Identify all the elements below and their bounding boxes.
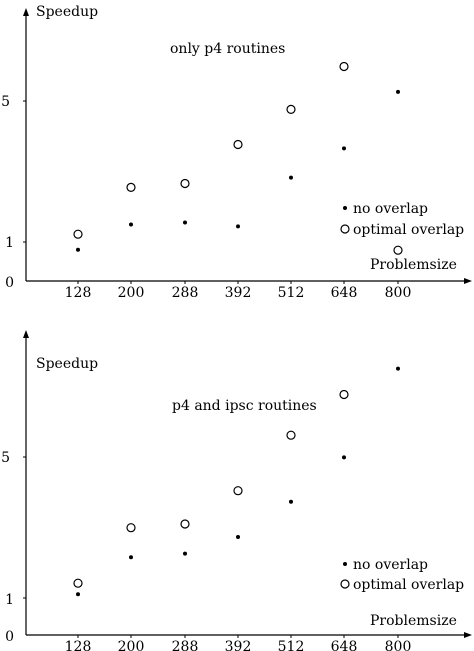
- x-tick-label: 128: [65, 285, 92, 301]
- y-tick-label-0: 0: [5, 275, 14, 291]
- point-optimal-overlap: [180, 519, 190, 529]
- x-tick-label: 800: [385, 285, 412, 301]
- x-ticks-2: 128 200 288 392 512 648 800: [65, 635, 412, 651]
- point-optimal-overlap: [286, 430, 296, 440]
- point-no-overlap: [183, 220, 187, 225]
- point-optimal-overlap: [233, 486, 243, 496]
- point-optimal-overlap: [180, 178, 190, 189]
- x-tick-label: 200: [118, 639, 145, 651]
- point-no-overlap: [76, 592, 80, 597]
- legend-circle-marker: [340, 224, 350, 234]
- x-tick-label: 288: [172, 639, 199, 651]
- data-marks-2: [73, 245, 403, 597]
- point-optimal-overlap: [339, 389, 349, 400]
- point-no-overlap: [289, 499, 293, 504]
- point-no-overlap: [289, 175, 293, 180]
- y-axis-label-2: Speedup: [36, 356, 98, 372]
- x-axis-label-1: Problemsize: [370, 257, 457, 273]
- x-ticks-1: 128 200 288 392 512 648 800: [65, 281, 412, 301]
- point-optimal-overlap: [393, 245, 403, 255]
- x-tick-label: 512: [278, 285, 305, 301]
- point-optimal-overlap: [126, 523, 136, 533]
- legend-label-no-overlap: no overlap: [353, 557, 428, 573]
- legend-1: no overlap optimal overlap: [340, 201, 464, 238]
- x-tick-label: 392: [225, 285, 252, 301]
- legend-label-optimal-overlap: optimal overlap: [353, 222, 464, 238]
- y-tick-label-1: 1: [5, 235, 14, 251]
- legend-label-optimal-overlap: optimal overlap: [353, 577, 464, 593]
- point-no-overlap: [129, 555, 133, 560]
- y-ticks-1: 0 1 5: [1, 94, 26, 291]
- point-no-overlap: [342, 146, 346, 151]
- chart-title-2: p4 and ipsc routines: [172, 398, 317, 414]
- y-axis-arrow-2: [23, 330, 29, 338]
- point-no-overlap: [236, 224, 240, 229]
- y-tick-label-5: 5: [1, 94, 10, 110]
- point-optimal-overlap: [126, 182, 136, 192]
- chart-panel-2: Speedup p4 and ipsc routines Problemsize…: [1, 245, 472, 651]
- x-axis-arrow-1: [464, 278, 472, 284]
- data-marks-1: [73, 61, 400, 252]
- legend-2: no overlap optimal overlap: [340, 557, 464, 593]
- x-tick-label: 288: [172, 285, 199, 301]
- y-tick-label-5: 5: [1, 450, 10, 466]
- y-tick-label-1: 1: [5, 592, 14, 608]
- x-tick-label: 512: [278, 639, 305, 651]
- point-no-overlap: [342, 455, 346, 460]
- point-optimal-overlap: [73, 229, 83, 239]
- point-no-overlap: [183, 551, 187, 556]
- x-tick-label: 200: [118, 285, 145, 301]
- legend-label-no-overlap: no overlap: [353, 201, 428, 217]
- y-ticks-2: 0 1 5: [1, 450, 26, 645]
- point-no-overlap: [129, 222, 133, 227]
- point-no-overlap: [236, 534, 240, 539]
- x-tick-label: 648: [331, 639, 358, 651]
- y-axis-label-1: Speedup: [36, 4, 98, 20]
- y-tick-label-0: 0: [5, 629, 14, 645]
- point-no-overlap: [396, 89, 400, 94]
- chart-title-1: only p4 routines: [170, 41, 285, 57]
- point-optimal-overlap: [73, 578, 83, 588]
- point-no-overlap: [76, 247, 80, 252]
- x-tick-label: 392: [225, 639, 252, 651]
- point-optimal-overlap: [286, 104, 296, 115]
- y-axis-arrow-1: [23, 8, 29, 16]
- legend-circle-marker: [340, 579, 350, 589]
- x-tick-label: 800: [385, 639, 412, 651]
- point-optimal-overlap: [339, 61, 349, 72]
- chart-panel-1: Speedup only p4 routines Problemsize 0 1…: [1, 4, 472, 301]
- x-tick-label: 648: [331, 285, 358, 301]
- point-optimal-overlap: [233, 139, 243, 150]
- point-no-overlap: [396, 366, 400, 371]
- x-axis-arrow-2: [464, 632, 472, 638]
- x-axis-label-2: Problemsize: [370, 613, 457, 629]
- x-tick-label: 128: [65, 639, 92, 651]
- legend-dot-marker: [343, 562, 347, 566]
- legend-dot-marker: [343, 206, 347, 210]
